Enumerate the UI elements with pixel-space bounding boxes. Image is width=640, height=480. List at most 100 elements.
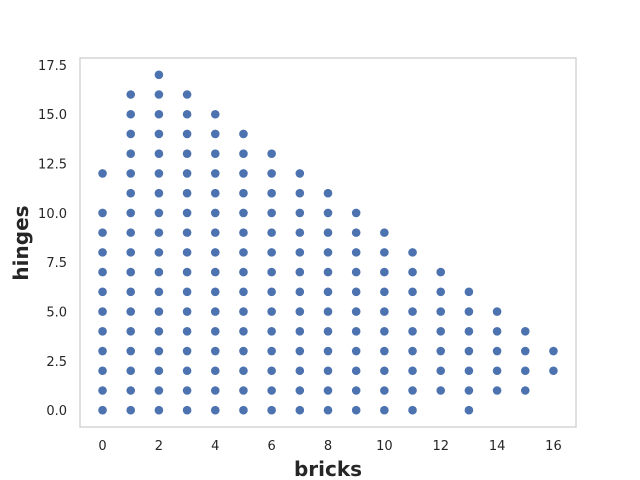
- data-point: [126, 90, 136, 99]
- data-point: [520, 326, 530, 336]
- data-point: [210, 228, 220, 237]
- data-point: [154, 326, 164, 336]
- data-point: [408, 287, 417, 297]
- x-axis-title: bricks: [294, 457, 362, 480]
- data-point: [351, 405, 361, 415]
- data-point: [182, 228, 192, 237]
- data-point: [295, 267, 305, 277]
- data-point: [239, 326, 248, 336]
- data-point: [154, 267, 164, 277]
- data-point: [98, 287, 107, 297]
- data-point: [436, 366, 446, 376]
- data-point: [154, 366, 164, 376]
- data-point: [323, 248, 333, 257]
- data-point: [126, 208, 136, 218]
- data-point: [267, 366, 276, 376]
- data-point: [154, 287, 164, 297]
- y-tick-label: 15.0: [38, 108, 67, 123]
- data-point: [154, 129, 164, 139]
- data-point: [239, 287, 248, 297]
- data-point: [126, 149, 136, 159]
- data-point: [267, 228, 276, 237]
- data-point: [408, 267, 417, 277]
- data-point: [351, 346, 361, 356]
- data-point: [154, 149, 164, 159]
- data-point: [323, 188, 333, 198]
- data-point: [351, 267, 361, 277]
- data-point: [210, 208, 220, 218]
- data-point: [154, 188, 164, 198]
- data-point: [408, 326, 417, 336]
- x-tick-label: 16: [545, 439, 562, 454]
- data-point: [126, 129, 136, 139]
- data-point: [239, 405, 248, 415]
- data-point: [295, 248, 305, 257]
- data-point: [98, 307, 107, 316]
- data-point: [182, 149, 192, 159]
- data-point: [154, 405, 164, 415]
- data-point: [351, 386, 361, 395]
- data-point: [436, 267, 446, 277]
- data-point: [154, 228, 164, 237]
- data-point: [323, 208, 333, 218]
- x-tick-label: 10: [376, 439, 393, 454]
- data-point: [182, 405, 192, 415]
- data-point: [126, 267, 136, 277]
- data-point: [295, 307, 305, 316]
- x-tick-label: 4: [211, 439, 219, 454]
- data-point: [182, 307, 192, 316]
- data-point: [182, 188, 192, 198]
- data-point: [267, 188, 276, 198]
- x-tick-label: 12: [432, 439, 449, 454]
- data-point: [380, 386, 389, 395]
- data-point: [210, 188, 220, 198]
- data-point: [210, 287, 220, 297]
- data-point: [182, 287, 192, 297]
- data-point: [464, 405, 474, 415]
- y-tick-label: 7.5: [46, 256, 67, 271]
- data-point: [154, 90, 164, 99]
- data-point: [267, 326, 276, 336]
- data-point: [351, 326, 361, 336]
- data-point: [210, 307, 220, 316]
- data-point: [210, 326, 220, 336]
- data-point: [295, 287, 305, 297]
- data-point: [182, 169, 192, 178]
- data-point: [210, 346, 220, 356]
- data-point: [154, 346, 164, 356]
- data-point: [492, 366, 502, 376]
- data-point: [126, 287, 136, 297]
- data-point: [436, 346, 446, 356]
- data-point: [98, 169, 107, 178]
- y-tick-label: 17.5: [38, 59, 67, 74]
- data-point: [182, 129, 192, 139]
- data-point: [323, 405, 333, 415]
- data-point: [323, 346, 333, 356]
- data-point: [239, 248, 248, 257]
- data-point: [267, 169, 276, 178]
- data-point: [295, 326, 305, 336]
- data-point: [323, 267, 333, 277]
- y-tick-label: 2.5: [46, 355, 67, 370]
- data-point: [267, 267, 276, 277]
- data-point: [464, 346, 474, 356]
- data-point: [436, 307, 446, 316]
- data-point: [182, 346, 192, 356]
- data-point: [464, 326, 474, 336]
- data-point: [154, 70, 164, 80]
- data-point: [492, 386, 502, 395]
- data-point: [464, 386, 474, 395]
- data-point: [126, 169, 136, 178]
- data-point: [182, 267, 192, 277]
- data-point: [408, 248, 417, 257]
- data-point: [351, 287, 361, 297]
- y-axis-title: hinges: [9, 205, 33, 280]
- data-point: [98, 405, 107, 415]
- data-point: [549, 366, 558, 376]
- data-point: [464, 287, 474, 297]
- data-point: [380, 248, 389, 257]
- x-tick-label: 8: [324, 439, 332, 454]
- data-point: [380, 366, 389, 376]
- data-point: [520, 366, 530, 376]
- data-point: [239, 129, 248, 139]
